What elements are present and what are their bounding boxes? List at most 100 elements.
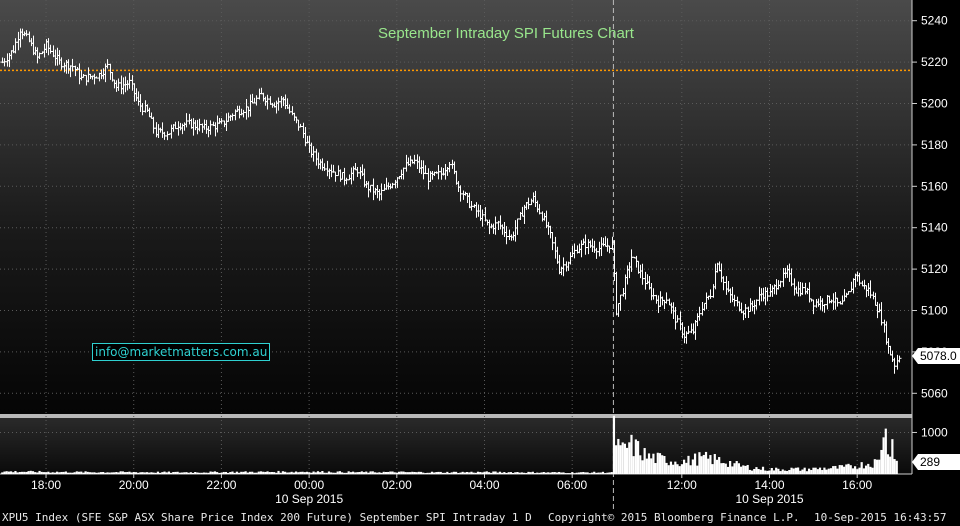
volume-bar: [619, 445, 622, 474]
volume-bar: [818, 467, 822, 474]
volume-bar: [595, 472, 598, 474]
volume-bar: [838, 465, 841, 474]
volume-bar: [382, 471, 385, 474]
volume-bar: [582, 471, 585, 474]
volume-bar: [588, 473, 591, 474]
volume-bar: [514, 472, 517, 474]
volume-bar: [474, 472, 477, 474]
volume-bar: [205, 472, 208, 474]
volume-bar: [847, 463, 850, 474]
volume-bar: [748, 469, 751, 474]
volume-bar: [354, 472, 357, 474]
volume-bar: [505, 472, 508, 474]
volume-bar: [496, 472, 499, 474]
volume-bar: [564, 473, 567, 474]
volume-bar: [163, 471, 166, 474]
volume-bar: [152, 472, 155, 474]
volume-bar: [470, 471, 473, 474]
volume-bar: [560, 472, 563, 474]
volume-bar: [641, 460, 644, 474]
volume-bar: [455, 471, 458, 474]
volume-bar: [371, 471, 374, 474]
volume-bar: [332, 472, 335, 474]
volume-bar: [422, 472, 425, 474]
volume-bar: [558, 471, 561, 474]
volume-bar: [233, 472, 236, 474]
volume-bar: [731, 466, 734, 474]
volume-bar: [7, 471, 10, 474]
volume-bar: [145, 472, 149, 474]
volume-bar: [391, 471, 394, 474]
volume-bar: [775, 467, 778, 474]
volume-bar: [862, 468, 865, 474]
volume-bar: [209, 471, 212, 474]
volume-bar: [834, 465, 837, 474]
volume-bar: [538, 472, 541, 474]
volume-bar: [590, 472, 594, 474]
volume-bar: [343, 472, 346, 474]
volume-bar: [755, 467, 758, 474]
volume-bar: [148, 472, 151, 474]
volume-bar: [273, 472, 276, 474]
volume-bar: [446, 471, 449, 474]
volume-bar: [807, 468, 811, 474]
volume-bar: [297, 472, 300, 474]
volume-bar: [669, 461, 673, 474]
volume-bars: [1, 415, 898, 474]
volume-bar: [130, 472, 133, 474]
volume-bar: [632, 456, 635, 474]
volume-bar: [895, 460, 898, 474]
volume-bar: [544, 472, 548, 474]
volume-bar: [597, 472, 600, 474]
volume-bar: [294, 471, 298, 474]
volume-bar: [536, 472, 539, 474]
volume-bar: [115, 472, 118, 474]
volume-bar: [700, 456, 703, 474]
last-volume-flag-shape: [912, 453, 960, 470]
volume-bar: [683, 459, 686, 474]
volume-bar: [319, 472, 322, 474]
time-axis-label: 02:00: [382, 478, 412, 492]
volume-bar: [310, 472, 313, 474]
volume-bar: [766, 470, 769, 474]
volume-bar: [715, 459, 719, 474]
email-link[interactable]: info@marketmatters.com.au: [92, 343, 271, 361]
volume-panel-background: [0, 418, 912, 474]
volume-bar: [761, 466, 765, 474]
volume-bar: [275, 472, 278, 474]
volume-bar: [821, 470, 824, 474]
volume-bar: [351, 471, 355, 474]
volume-bar: [880, 449, 883, 474]
volume-bar: [501, 472, 504, 474]
volume-bar: [463, 472, 466, 474]
volume-bar: [170, 472, 173, 474]
volume-bar: [549, 472, 552, 474]
volume-bar: [884, 428, 887, 474]
volume-bar: [121, 471, 124, 474]
volume-bar: [490, 472, 493, 474]
volume-bar: [376, 472, 379, 474]
time-axis-label: 04:00: [469, 478, 499, 492]
volume-bar: [312, 471, 315, 474]
volume-bar: [53, 472, 57, 474]
volume-bar: [472, 472, 475, 474]
volume-bar: [566, 473, 570, 474]
volume-bar: [325, 472, 328, 474]
volume-bar: [799, 470, 802, 474]
volume-bar: [281, 471, 285, 474]
volume-bar: [25, 471, 28, 474]
volume-bar: [768, 470, 771, 474]
volume-bar: [71, 472, 74, 474]
volume-bar: [759, 469, 762, 474]
volume-bar: [628, 442, 631, 474]
volume-bar: [75, 471, 78, 474]
volume-bar: [856, 469, 859, 474]
volume-bar: [547, 472, 550, 474]
volume-bar: [457, 472, 460, 474]
volume-bar: [840, 465, 844, 474]
volume-bar: [176, 471, 179, 474]
volume-bar: [237, 472, 241, 474]
price-axis-label: 5220: [921, 55, 948, 69]
volume-bar: [198, 472, 201, 474]
